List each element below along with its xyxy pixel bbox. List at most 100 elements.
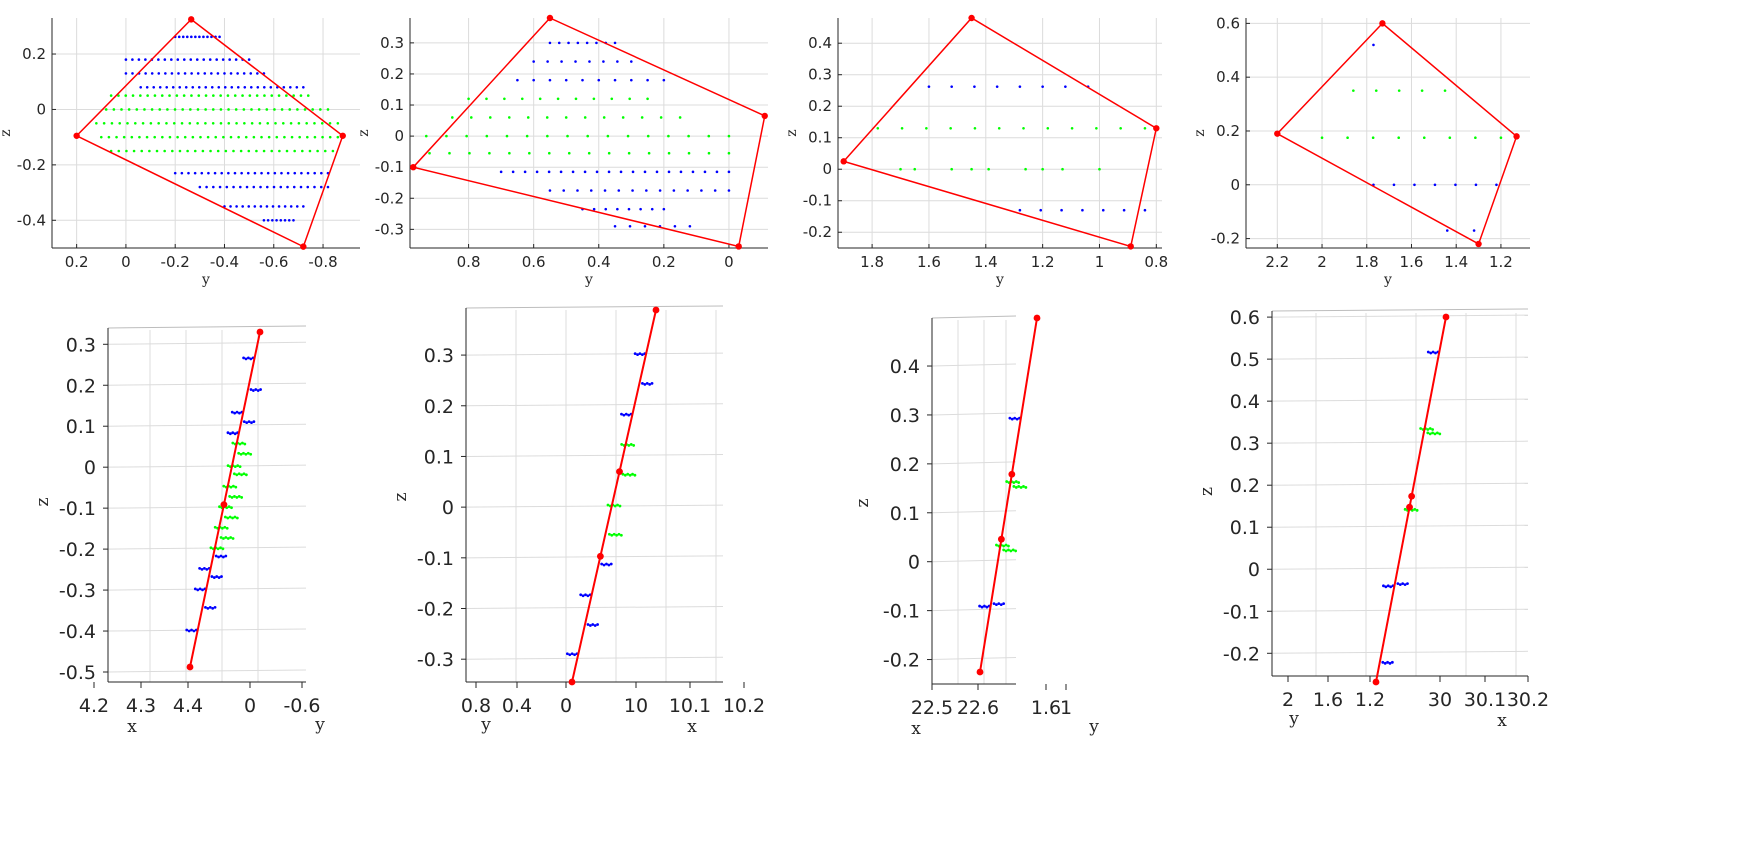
green-point [485,134,489,138]
green-point [925,126,928,130]
blue-point [191,85,195,89]
y-tick-label: 0 [560,695,572,717]
blue-point [235,410,239,414]
blue-point [596,623,599,626]
grid-line-y [1271,440,1529,444]
blue-point [950,85,953,88]
blue-point [190,72,193,75]
blue-point [238,411,241,415]
green-point [950,167,953,171]
green-point [255,149,258,153]
blue-point [1413,183,1416,187]
green-point [244,135,248,139]
blue-point [605,562,608,566]
blue-point [193,587,197,591]
blue-point [567,41,570,45]
green-point [249,452,253,456]
green-point [219,122,223,125]
green-point [1438,432,1442,436]
blue-point [619,170,623,174]
blue-point [1474,183,1478,187]
hull-vertex [968,14,975,22]
blue-point [662,78,666,82]
blue-point [607,170,611,174]
green-point [148,149,151,153]
green-point [237,135,240,139]
y-tick-label: -0.2 [1211,230,1240,248]
green-point [468,151,471,155]
x-tick-label: 0.8 [457,253,481,271]
green-point [176,135,179,139]
green-point [165,122,168,125]
blue-point [613,224,617,228]
blue-point [631,170,635,174]
blue-point [208,605,212,609]
blue-point [230,85,234,89]
green-point [1426,428,1430,431]
green-point [120,108,123,111]
blue-point [165,85,169,89]
green-point [900,126,904,130]
y-tick-label: 1.2 [1355,689,1385,711]
hull-polygon [842,17,1158,248]
hull-vertex [300,243,307,250]
green-point [1014,480,1018,483]
green-point [161,135,164,139]
green-point [566,134,569,138]
green-point [218,505,221,509]
blue-point [252,420,256,424]
x-tick-label: 10 [624,695,648,717]
green-point [613,504,617,508]
green-point [619,533,623,537]
green-point [1009,549,1013,553]
y-tick-label: 1.6 [1031,697,1061,719]
green-point [231,537,235,540]
green-point [153,135,156,139]
green-point [1419,427,1423,430]
blue-point [223,72,226,75]
blue-point [198,587,202,591]
y-axis-label: z [1192,129,1208,136]
green-point [214,135,218,139]
green-point [266,122,270,125]
green-point [222,484,226,488]
green-point [1014,486,1018,489]
x-tick-label: 4.4 [173,695,203,717]
green-point [607,532,611,536]
green-point [1119,126,1122,130]
green-point [283,135,286,139]
hull-vertex [1274,130,1281,137]
green-point [228,515,232,519]
x-tick-label: 1.8 [860,253,884,271]
green-point [224,536,228,539]
x-axis-label: x [1497,711,1507,731]
green-point [211,122,215,125]
z-axis-label: z [33,497,53,506]
panel-bottom-2: 0.3 0.2 0.1 0 -0.1 -0.2 -0.3 10 10.1 10.2 0.8 0.4 0 x… [391,305,765,737]
z-axis-label: z [1197,487,1217,496]
blue-point [579,593,583,597]
grid-line-y [931,461,1017,465]
blue-point [210,72,213,75]
green-point [336,135,340,139]
x-tick-label: -0.6 [259,253,288,271]
grid-line-y [465,656,724,660]
green-point [232,472,236,476]
x-tick-label: 1.4 [1444,253,1468,271]
green-point [213,525,217,529]
green-point [1014,549,1018,553]
blue-point [277,205,281,208]
x-axis-label: y [584,272,593,288]
green-point [139,94,142,97]
blue-point [249,388,253,391]
blue-point [630,78,633,82]
green-point [230,496,234,499]
green-point [1098,167,1101,171]
green-point [646,134,650,138]
z-tick-label: -0.3 [59,580,96,602]
green-point [252,135,256,139]
z-tick-label: 0.4 [1230,391,1260,413]
blue-point [672,189,676,192]
blue-point [195,58,199,61]
blue-point [251,389,255,392]
